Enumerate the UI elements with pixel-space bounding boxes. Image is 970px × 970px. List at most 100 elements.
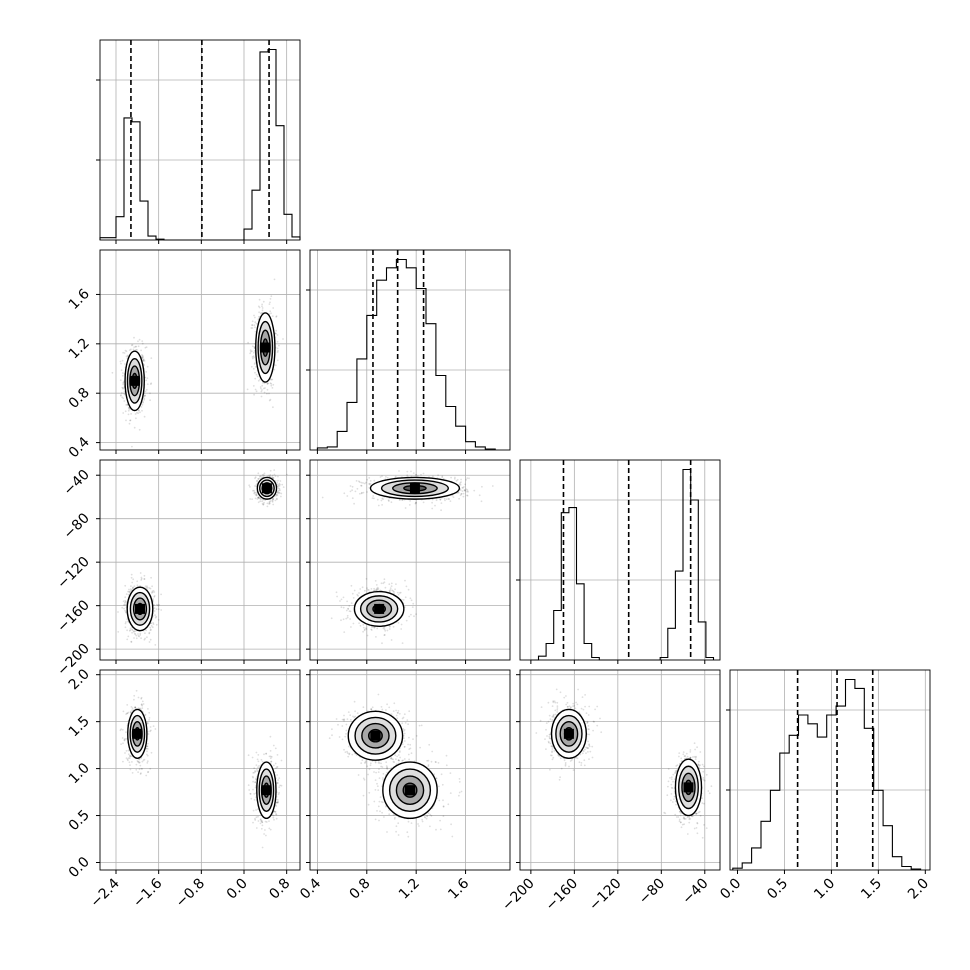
sample-point xyxy=(272,744,275,747)
sample-point xyxy=(459,482,462,484)
sample-point xyxy=(129,419,132,422)
sample-point xyxy=(278,488,281,490)
sample-point xyxy=(276,801,278,804)
sample-point xyxy=(128,407,130,410)
sample-point xyxy=(410,613,412,616)
sample-point xyxy=(147,771,149,774)
sample-point xyxy=(130,589,132,592)
sample-point xyxy=(278,344,280,347)
sample-point xyxy=(147,708,149,710)
sample-point xyxy=(278,482,281,485)
sample-point xyxy=(252,821,254,824)
sample-point xyxy=(263,472,266,475)
sample-point xyxy=(377,587,380,590)
sample-point xyxy=(351,485,354,488)
sample-point xyxy=(280,495,282,498)
sample-point xyxy=(258,306,261,309)
sample-point xyxy=(382,498,384,500)
sample-point xyxy=(153,604,156,606)
sample-point xyxy=(253,489,256,492)
sample-point xyxy=(263,391,266,394)
sample-point xyxy=(142,359,145,361)
sample-point xyxy=(269,398,272,401)
sample-point xyxy=(253,351,255,354)
sample-point xyxy=(279,489,281,492)
sample-point xyxy=(380,582,383,585)
sample-point xyxy=(139,707,142,710)
sample-point xyxy=(255,494,258,497)
sample-point xyxy=(277,479,279,482)
sample-point xyxy=(129,757,131,759)
sample-point xyxy=(276,483,279,486)
sample-point xyxy=(365,628,368,631)
sample-point xyxy=(346,495,349,497)
sample-point xyxy=(363,629,366,632)
sample-point xyxy=(460,481,462,483)
sample-point xyxy=(155,623,158,626)
sample-point xyxy=(443,497,446,500)
sample-point xyxy=(274,747,277,750)
sample-point xyxy=(455,479,458,482)
sample-point xyxy=(366,588,369,591)
sample-point xyxy=(254,330,257,333)
sample-point xyxy=(137,345,140,348)
sample-point xyxy=(416,475,419,477)
sample-point xyxy=(143,399,146,401)
sample-point xyxy=(262,498,264,501)
sample-point xyxy=(351,497,354,500)
sample-point xyxy=(321,496,324,499)
sample-point xyxy=(262,503,265,506)
sample-point xyxy=(276,334,279,336)
sample-point xyxy=(150,628,152,631)
sample-point xyxy=(393,590,395,593)
sample-point xyxy=(124,626,127,629)
sample-point xyxy=(257,496,260,499)
sample-point xyxy=(137,409,140,412)
sample-point xyxy=(275,817,278,820)
sample-point xyxy=(420,473,422,476)
sample-point xyxy=(246,388,249,391)
sample-point xyxy=(254,781,257,784)
sample-point xyxy=(256,480,258,482)
sample-point xyxy=(340,606,343,609)
sample-point xyxy=(122,760,124,763)
sample-point xyxy=(388,590,391,593)
sample-point xyxy=(256,769,258,771)
sample-point xyxy=(462,495,465,498)
sample-point xyxy=(127,757,130,760)
sample-point xyxy=(422,472,425,475)
sample-point xyxy=(269,298,272,300)
sample-point xyxy=(147,771,150,773)
sample-point xyxy=(144,585,147,588)
sample-point xyxy=(260,395,263,398)
sample-point xyxy=(439,498,442,501)
y-tick-label: 0.4 xyxy=(66,434,93,461)
sample-point xyxy=(264,820,267,823)
sample-point xyxy=(437,474,439,477)
sample-point xyxy=(276,766,278,769)
sample-point xyxy=(120,728,123,731)
sample-point xyxy=(252,809,255,812)
panel-frame xyxy=(309,459,511,661)
sample-point xyxy=(254,477,256,480)
sample-point xyxy=(141,340,144,342)
sample-point xyxy=(460,478,462,481)
sample-point xyxy=(360,492,363,495)
sample-point xyxy=(386,629,389,632)
sample-point xyxy=(134,706,137,709)
sample-point xyxy=(460,492,463,495)
sample-point xyxy=(254,485,256,487)
sample-point xyxy=(144,390,147,393)
sample-point xyxy=(350,584,353,587)
sample-point xyxy=(138,635,141,638)
sample-point xyxy=(270,384,273,387)
sample-point xyxy=(388,628,391,630)
sample-point xyxy=(397,622,400,624)
sample-point xyxy=(465,478,468,481)
sample-point xyxy=(146,721,149,724)
sample-point xyxy=(466,490,468,493)
sample-point xyxy=(139,773,142,775)
sample-point xyxy=(261,384,264,387)
sample-point xyxy=(266,392,268,395)
